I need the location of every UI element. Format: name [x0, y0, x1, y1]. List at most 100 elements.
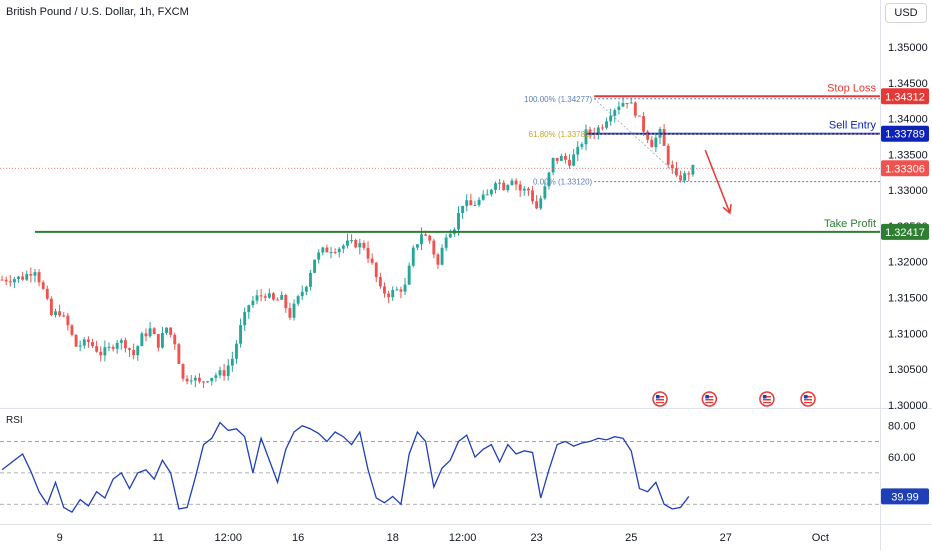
candle-body [555, 157, 559, 161]
candle-body [362, 242, 366, 248]
candle-body [691, 164, 695, 175]
flag-stripe [705, 399, 714, 401]
currency-selector[interactable]: USD [885, 3, 927, 23]
candle-body [276, 299, 280, 301]
candle-body [436, 254, 440, 265]
us-flag-event-icon[interactable] [800, 391, 816, 407]
candle-body [403, 284, 407, 292]
candle-body [650, 139, 654, 148]
candle-body [563, 156, 567, 160]
candle-body [333, 252, 337, 254]
candle-body [399, 289, 403, 292]
candle-body [543, 186, 547, 199]
candle-body [461, 205, 465, 214]
candle-body [489, 189, 493, 195]
candle-body [415, 244, 419, 248]
candle-body [169, 327, 173, 335]
candle-body [156, 334, 160, 348]
candle-body [629, 102, 633, 104]
price-tick-label: 1.30000 [888, 400, 928, 412]
candle-body [424, 234, 428, 236]
candle-body [82, 339, 86, 346]
candle-body [526, 188, 530, 191]
candle-body [391, 290, 395, 298]
candle-body [370, 258, 374, 263]
candle-body [522, 188, 526, 191]
fib-level-label: 100.00% (1.34277) [524, 95, 592, 104]
candle-body [4, 279, 8, 282]
candle-body [547, 172, 551, 187]
flag-stripe [804, 402, 813, 404]
candle-body [247, 305, 251, 312]
candle-body [152, 328, 156, 335]
sell-entry-price-tag [881, 125, 929, 142]
candle-body [613, 110, 617, 116]
candle-body [448, 233, 452, 238]
rsi-line [1, 421, 690, 514]
candle-body [494, 183, 497, 190]
candle-body [288, 308, 292, 318]
candle-body [70, 325, 74, 335]
flag-stripe [762, 402, 771, 404]
flag-stripe [705, 396, 714, 398]
candle-body [469, 200, 473, 206]
candle-body [58, 311, 62, 316]
candle-body [173, 334, 177, 345]
candle-body [346, 240, 349, 246]
candle-body [481, 194, 485, 200]
time-tick-label: Oct [812, 532, 829, 544]
candle-body [99, 351, 103, 356]
flag-stripe [762, 399, 771, 401]
candle-body [477, 199, 481, 206]
price-tick-label: 1.34500 [888, 78, 928, 90]
time-tick-label: 16 [292, 532, 304, 544]
candle-body [444, 237, 448, 248]
candle-body [588, 129, 592, 134]
fib-level-label: 0.00% (1.33120) [533, 178, 592, 187]
candle-body [177, 344, 181, 364]
candle-body [337, 248, 341, 253]
candle-body [572, 154, 576, 166]
candles [0, 97, 695, 389]
candle-body [395, 289, 399, 291]
candle-body [148, 328, 152, 337]
candle-body [251, 300, 255, 306]
candle-body [539, 198, 543, 209]
us-flag-event-icon[interactable] [759, 391, 775, 407]
candle-body [263, 296, 267, 298]
candle-body [317, 252, 321, 260]
price-tick-label: 1.31000 [888, 328, 928, 340]
time-tick-label: 11 [153, 532, 164, 544]
candle-body [584, 129, 588, 145]
us-flag-event-icon[interactable] [652, 391, 668, 407]
candle-body [662, 129, 666, 146]
flag-canton [804, 395, 808, 399]
price-tick-label: 1.33500 [888, 149, 928, 161]
candle-body [687, 173, 691, 175]
candle-body [132, 349, 136, 356]
us-flag-event-icon[interactable] [701, 391, 718, 407]
candle-body [222, 370, 226, 376]
price-tick-label: 1.33000 [888, 185, 928, 197]
candle-body [457, 213, 460, 230]
candle-body [136, 346, 140, 356]
candle-body [37, 272, 41, 283]
candle-body [243, 311, 247, 326]
rsi-tick-label: 60.00 [888, 452, 916, 464]
flag-stripe [762, 396, 771, 398]
candle-body [309, 272, 312, 287]
candle-body [683, 173, 687, 181]
candle-body [103, 347, 107, 356]
candle-body [325, 247, 329, 253]
candle-body [383, 286, 386, 294]
last-price-label: 1.33306 [885, 163, 925, 175]
candle-body [387, 293, 391, 298]
price-tick-label: 1.35000 [888, 42, 928, 54]
candle-body [29, 274, 33, 276]
time-tick-label: 9 [57, 532, 63, 544]
flag-stripe [804, 396, 813, 398]
stop-loss-price-label: 1.34312 [885, 91, 925, 103]
candle-body [568, 159, 571, 166]
